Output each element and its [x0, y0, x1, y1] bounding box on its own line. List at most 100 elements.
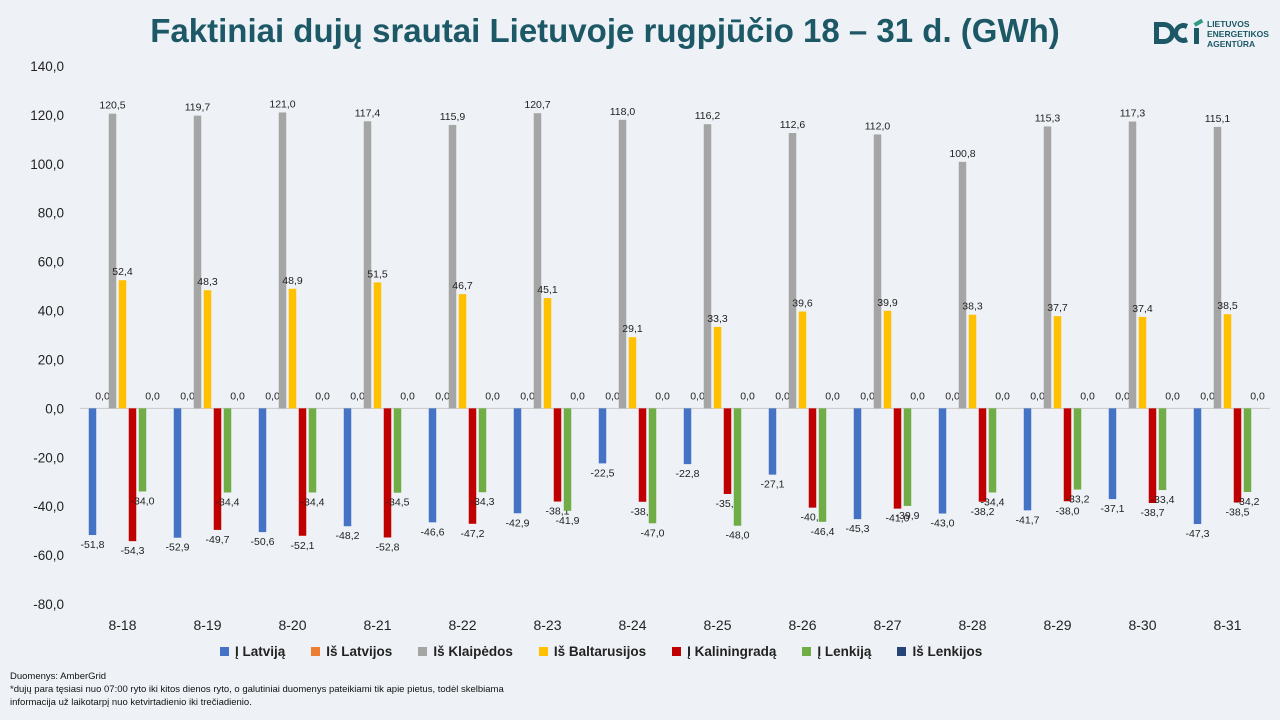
data-label: -52,9 — [166, 542, 190, 554]
data-label: 38,3 — [962, 301, 983, 313]
bar — [278, 112, 287, 409]
bar — [723, 408, 732, 494]
bar — [1148, 408, 1157, 504]
data-label: 38,5 — [1217, 300, 1238, 312]
bar — [883, 310, 892, 409]
footnote: *dujų para tęsiasi nuo 07:00 ryto iki ki… — [10, 684, 504, 695]
data-label: 116,2 — [695, 110, 721, 122]
data-label: 0,0 — [740, 390, 755, 402]
data-label: 0,0 — [570, 390, 585, 402]
data-label: 45,1 — [537, 284, 558, 296]
bar — [1193, 408, 1202, 525]
data-label: -22,8 — [676, 468, 700, 480]
bar — [1128, 121, 1137, 409]
bar — [638, 408, 647, 502]
data-label: 118,0 — [610, 106, 636, 118]
data-label: 39,6 — [792, 298, 813, 310]
y-tick-label: -80,0 — [33, 597, 64, 612]
x-tick-label: 8-20 — [278, 617, 306, 633]
data-label: -34,0 — [131, 496, 155, 508]
bar — [1213, 126, 1222, 409]
legend-item: Iš Baltarusijos — [538, 644, 646, 659]
data-label: -47,3 — [1186, 528, 1210, 540]
bar — [988, 408, 997, 493]
data-label: -46,6 — [421, 526, 445, 538]
bar — [1108, 408, 1117, 500]
data-label: 0,0 — [95, 390, 110, 402]
data-label: 51,5 — [367, 268, 388, 280]
data-label: 120,5 — [99, 100, 125, 112]
legend-label: Į Kaliningradą — [687, 643, 777, 659]
bar — [1063, 408, 1072, 502]
data-label: 37,4 — [1132, 303, 1153, 315]
data-label: -46,4 — [811, 526, 835, 538]
data-label: 115,1 — [1205, 113, 1231, 125]
bar — [618, 119, 627, 409]
data-label: 117,4 — [355, 107, 381, 119]
data-label: 112,0 — [865, 120, 891, 132]
bar — [968, 314, 977, 409]
data-label: 0,0 — [145, 390, 160, 402]
data-label: 37,7 — [1047, 302, 1068, 314]
data-label: 117,3 — [1120, 108, 1146, 120]
data-label: -52,8 — [376, 541, 400, 553]
data-label: 0,0 — [350, 390, 365, 402]
bar — [1053, 316, 1062, 409]
data-label: -34,2 — [1236, 496, 1260, 508]
x-tick-label: 8-28 — [958, 617, 986, 633]
legend-swatch — [802, 646, 812, 656]
x-tick-label: 8-30 — [1128, 617, 1156, 633]
legend-item: Į Latviją — [220, 644, 285, 659]
data-label: -41,0 — [886, 513, 910, 525]
bar — [88, 408, 97, 536]
data-label: -40,6 — [801, 512, 825, 524]
data-label: 29,1 — [622, 323, 643, 335]
legend-swatch — [220, 646, 229, 656]
x-tick-label: 8-24 — [618, 617, 646, 633]
logo-icon — [1154, 18, 1204, 44]
bar-chart: 140,0 120,0 100,0 80,0 60,0 40,0 20,0 0,0 -20,0 -… — [30, 59, 1270, 633]
data-label: -33,2 — [1066, 494, 1090, 506]
data-label: 0,0 — [230, 390, 245, 402]
data-label: -48,0 — [726, 530, 750, 542]
data-label: -34,4 — [216, 496, 240, 508]
bar — [373, 282, 382, 409]
x-tick-label: 8-25 — [703, 617, 731, 633]
data-label: -50,6 — [251, 536, 275, 548]
bar — [108, 113, 117, 409]
data-label: 120,7 — [524, 99, 550, 111]
bar — [1223, 314, 1232, 409]
bar — [543, 298, 552, 409]
data-label: 0,0 — [435, 390, 450, 402]
data-label: 0,0 — [1115, 390, 1130, 402]
legend-swatch — [897, 646, 907, 656]
bar — [288, 288, 297, 409]
bar — [553, 408, 562, 502]
legend-item: Iš Klaipėdos — [418, 644, 513, 659]
bar — [203, 290, 212, 409]
bar — [768, 408, 777, 475]
data-label: 48,9 — [282, 275, 303, 287]
bar — [958, 161, 967, 409]
data-label: -39,9 — [896, 510, 920, 522]
data-label: 0,0 — [1200, 390, 1215, 402]
bar — [893, 408, 902, 509]
legend-label: Į Latviją — [235, 643, 286, 659]
bar — [628, 337, 637, 409]
bar — [703, 124, 712, 409]
y-tick-label: 140,0 — [30, 59, 64, 74]
data-label: -34,5 — [386, 497, 410, 509]
legend-label: Į Lenkiją — [817, 643, 872, 659]
data-label: -38,5 — [1226, 507, 1250, 519]
data-label: 33,3 — [707, 313, 728, 325]
data-label: -38,2 — [631, 506, 655, 518]
data-label: -51,8 — [81, 539, 105, 551]
data-label: -38,2 — [971, 506, 995, 518]
data-label: -43,0 — [931, 518, 955, 530]
legend-swatch — [672, 646, 682, 656]
y-tick-label: 100,0 — [30, 157, 64, 172]
bar — [978, 408, 987, 502]
legend-item: Į Lenkiją — [802, 644, 871, 659]
data-label: -34,4 — [301, 496, 325, 508]
data-label: 48,3 — [197, 276, 218, 288]
